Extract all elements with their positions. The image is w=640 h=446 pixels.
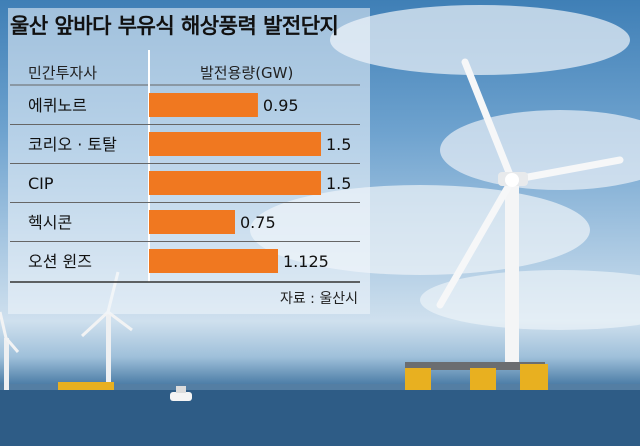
bar — [149, 171, 321, 195]
category-label: 에퀴노르 — [28, 96, 87, 115]
value-label: 1.5 — [326, 174, 351, 193]
value-label: 1.125 — [283, 252, 329, 271]
bar — [149, 132, 321, 156]
header-company: 민간투자사 — [28, 64, 98, 82]
header-capacity: 발전용량(GW) — [200, 64, 294, 82]
category-label: CIP — [28, 174, 54, 193]
chart-title: 울산 앞바다 부유식 해상풍력 발전단지 — [10, 14, 339, 38]
bar — [149, 93, 258, 117]
value-label: 0.75 — [240, 213, 276, 232]
source-note: 자료 : 울산시 — [279, 291, 358, 307]
value-label: 0.95 — [263, 96, 299, 115]
bar — [149, 249, 278, 273]
category-label: 오션 윈즈 — [28, 252, 92, 271]
category-label: 코리오 · 토탈 — [28, 135, 117, 154]
category-label: 헥시콘 — [28, 213, 72, 232]
bar — [149, 210, 235, 234]
value-label: 1.5 — [326, 135, 351, 154]
